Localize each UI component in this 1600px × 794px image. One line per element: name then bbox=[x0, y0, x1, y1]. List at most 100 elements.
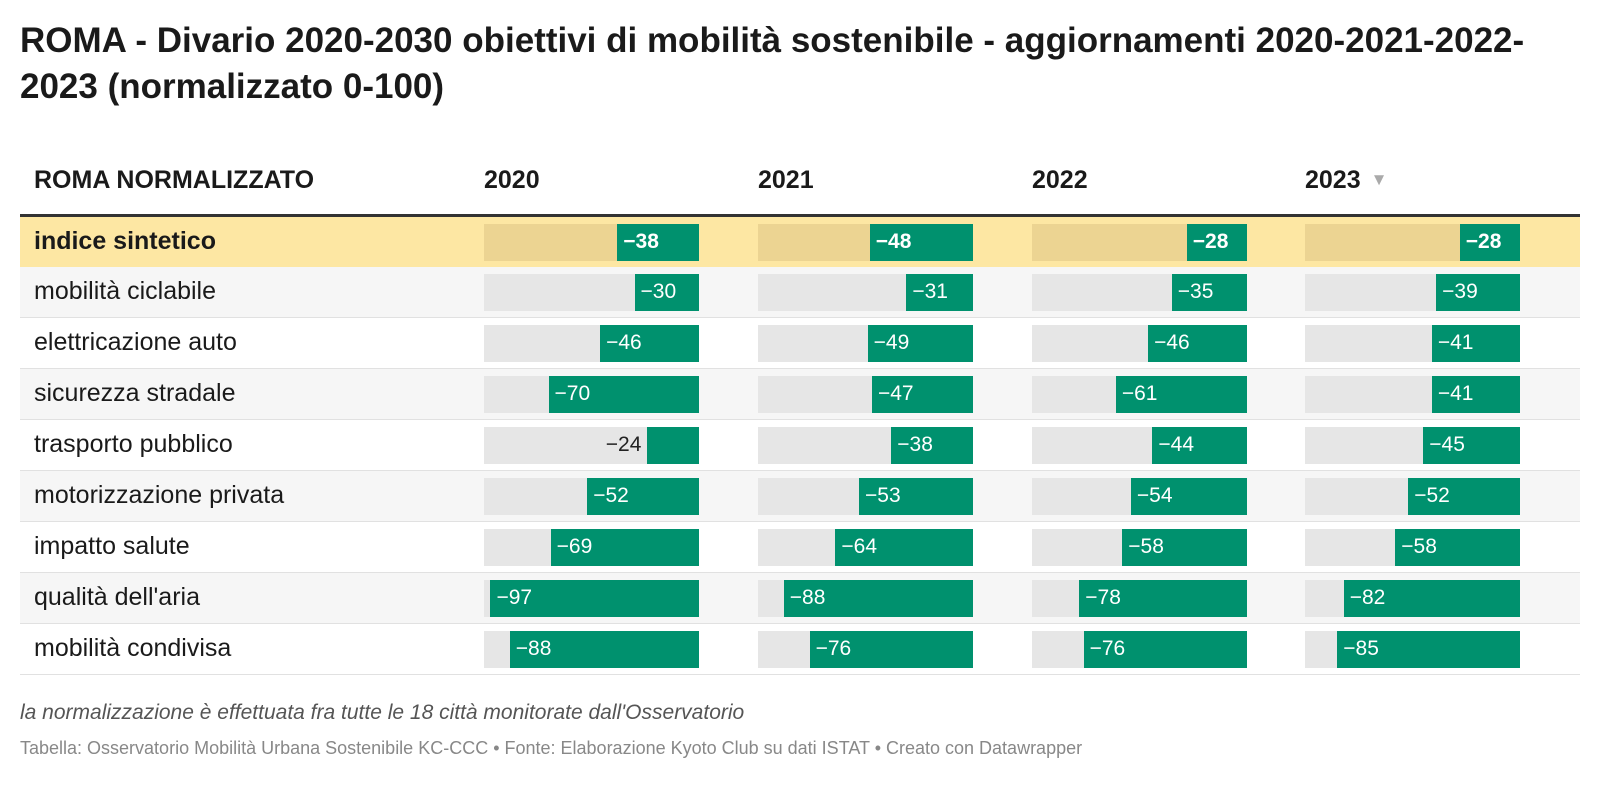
bar bbox=[634, 274, 699, 311]
bar-value-label: −64 bbox=[841, 535, 878, 558]
bar bbox=[1171, 274, 1247, 311]
bar-value-label: −28 bbox=[1465, 230, 1502, 253]
bar-cell: −53 bbox=[758, 478, 973, 515]
table-header: ROMA NORMALIZZATO 2020 2021 2022 2023 ▼ bbox=[20, 152, 1580, 217]
credits: Tabella: Osservatorio Mobilità Urbana So… bbox=[20, 738, 1083, 758]
bar-value-label: −85 bbox=[1343, 637, 1379, 660]
bar-cell: −69 bbox=[484, 529, 699, 566]
bar-cell: −64 bbox=[758, 529, 973, 566]
bar-value-label: −38 bbox=[897, 433, 933, 456]
bar-value-label: −76 bbox=[1089, 637, 1126, 660]
bar bbox=[869, 224, 973, 261]
bar bbox=[1079, 580, 1247, 617]
bar-cell: −97 bbox=[484, 580, 699, 617]
bar-value-label: −82 bbox=[1349, 586, 1386, 609]
bar bbox=[1408, 478, 1520, 515]
bar bbox=[1083, 631, 1247, 668]
bar-value-label: −44 bbox=[1158, 433, 1195, 456]
bar bbox=[1186, 224, 1247, 261]
table-row: impatto salute −69 −64 −58 −58 bbox=[20, 522, 1580, 573]
row-label: indice sintetico bbox=[34, 227, 216, 255]
bar-cell: −88 bbox=[484, 631, 699, 668]
bar bbox=[647, 427, 699, 464]
bar bbox=[783, 580, 973, 617]
bar-cell: −28 bbox=[1305, 224, 1520, 261]
bar-cell: −85 bbox=[1305, 631, 1520, 668]
row-label: qualità dell'aria bbox=[34, 583, 200, 611]
bar bbox=[891, 427, 973, 464]
table-row: indice sintetico −38 −48 −28 −28 bbox=[20, 217, 1580, 267]
bar-cell: −76 bbox=[758, 631, 973, 668]
chart-title: ROMA - Divario 2020-2030 obiettivi di mo… bbox=[20, 21, 1525, 106]
bar-value-label: −97 bbox=[496, 586, 533, 609]
bar bbox=[1431, 376, 1520, 413]
bar-value-label: −46 bbox=[1154, 331, 1190, 354]
bar bbox=[600, 325, 699, 362]
bar-value-label: −24 bbox=[605, 433, 642, 456]
bar bbox=[867, 325, 973, 362]
table-body: indice sintetico −38 −48 −28 −28 mobilità cic… bbox=[20, 217, 1580, 675]
bar-cell: −58 bbox=[1032, 529, 1247, 566]
bar-value-label: −39 bbox=[1442, 280, 1478, 303]
bar-cell: −28 bbox=[1032, 224, 1247, 261]
table-row: motorizzazione privata −52 −53 −54 −52 bbox=[20, 471, 1580, 522]
data-table: ROMA NORMALIZZATO 2020 2021 2022 2023 ▼ i… bbox=[20, 152, 1580, 675]
row-label: motorizzazione privata bbox=[34, 481, 285, 509]
row-label: elettricazione auto bbox=[34, 328, 237, 356]
bar-cell: −24 bbox=[484, 427, 699, 464]
bar-value-label: −46 bbox=[606, 331, 642, 354]
bar bbox=[1459, 224, 1520, 261]
bar-value-label: −38 bbox=[623, 230, 659, 253]
column-header-2020[interactable]: 2020 bbox=[484, 166, 540, 194]
bar-value-label: −54 bbox=[1136, 484, 1173, 507]
table-row: elettricazione auto −46 −49 −46 −41 bbox=[20, 318, 1580, 369]
bar-cell: −54 bbox=[1032, 478, 1247, 515]
row-label: sicurezza stradale bbox=[34, 379, 236, 407]
bar-value-label: −35 bbox=[1177, 280, 1214, 303]
bar bbox=[1343, 580, 1520, 617]
bar-cell: −46 bbox=[484, 325, 699, 362]
column-header-2021[interactable]: 2021 bbox=[758, 166, 814, 194]
bar bbox=[490, 580, 699, 617]
bar bbox=[859, 478, 973, 515]
bar bbox=[1337, 631, 1520, 668]
bar-cell: −58 bbox=[1305, 529, 1520, 566]
bar-value-label: −52 bbox=[1414, 484, 1450, 507]
bar bbox=[1130, 478, 1247, 515]
bar bbox=[617, 224, 699, 261]
bar-cell: −45 bbox=[1305, 427, 1520, 464]
bar bbox=[1148, 325, 1247, 362]
bar-value-label: −88 bbox=[789, 586, 826, 609]
table-row: trasporto pubblico −24 −38 −44 −45 bbox=[20, 420, 1580, 471]
bar-cell: −46 bbox=[1032, 325, 1247, 362]
row-label: mobilità ciclabile bbox=[34, 277, 217, 305]
bar-cell: −41 bbox=[1305, 325, 1520, 362]
table-row: sicurezza stradale −70 −47 −61 −41 bbox=[20, 369, 1580, 420]
bar-value-label: −48 bbox=[875, 230, 912, 253]
bar-cell: −70 bbox=[484, 376, 699, 413]
bar-cell: −76 bbox=[1032, 631, 1247, 668]
sort-descending-icon[interactable]: ▼ bbox=[1370, 170, 1388, 189]
bar bbox=[871, 376, 973, 413]
bar bbox=[550, 529, 699, 566]
bar bbox=[1436, 274, 1520, 311]
bar-value-label: −28 bbox=[1192, 230, 1229, 253]
bar-value-label: −58 bbox=[1128, 535, 1164, 558]
bar-value-label: −58 bbox=[1401, 535, 1437, 558]
column-header-2022[interactable]: 2022 bbox=[1032, 166, 1088, 194]
column-header-2023[interactable]: 2023 ▼ bbox=[1305, 166, 1388, 194]
bar-value-label: −30 bbox=[640, 280, 677, 303]
bar bbox=[835, 529, 973, 566]
bar-value-label: −88 bbox=[515, 637, 552, 660]
row-header: ROMA NORMALIZZATO bbox=[34, 166, 315, 194]
bar-value-label: −31 bbox=[912, 280, 948, 303]
bar-cell: −38 bbox=[758, 427, 973, 464]
bar-cell: −78 bbox=[1032, 580, 1247, 617]
bar bbox=[1423, 427, 1520, 464]
bar-value-label: −53 bbox=[865, 484, 901, 507]
row-label: mobilità condivisa bbox=[34, 634, 232, 662]
bar-cell: −39 bbox=[1305, 274, 1520, 311]
bar-value-label: −78 bbox=[1085, 586, 1121, 609]
bar-value-label: −45 bbox=[1429, 433, 1465, 456]
bar-cell: −88 bbox=[758, 580, 973, 617]
